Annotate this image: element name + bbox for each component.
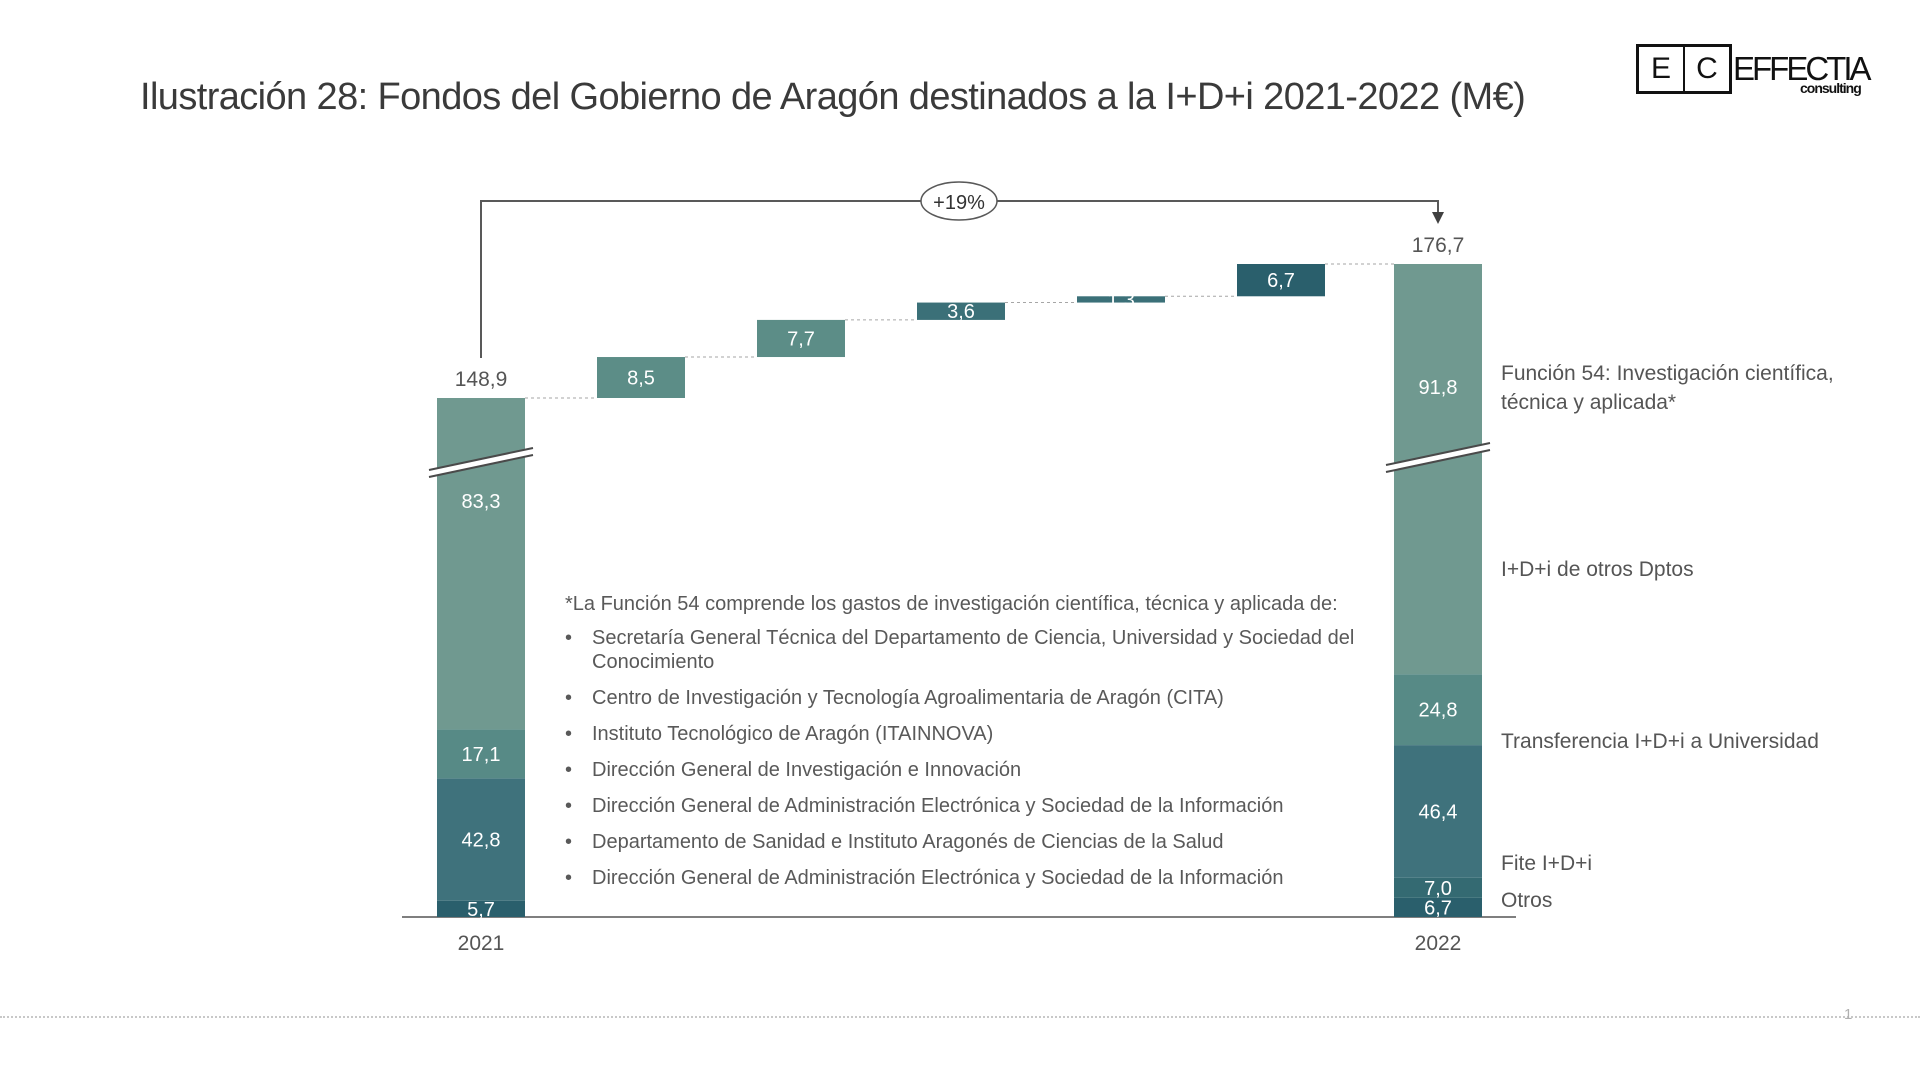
bar-2021-category: 2021 xyxy=(458,932,505,955)
bar-2022-segment-otros_dptos xyxy=(1394,674,1482,746)
bar-2021-segment-otros xyxy=(437,900,525,917)
bar-2022-label-funcion54: 91,8 xyxy=(1419,377,1458,399)
increment-bar xyxy=(757,319,845,358)
bar-2021-break-line-bottom xyxy=(428,454,534,478)
increment-bar xyxy=(597,357,685,398)
logo-subtitle: consulting xyxy=(1800,80,1862,96)
note-item: Centro de Investigación y Tecnología Agr… xyxy=(565,686,1365,710)
note-item: Dirección General de Administración Elec… xyxy=(565,794,1365,818)
legend-label-otros: Otros xyxy=(1501,889,1552,912)
page-title: Ilustración 28: Fondos del Gobierno de A… xyxy=(140,76,1526,118)
note-item: Secretaría General Técnica del Departame… xyxy=(565,626,1365,674)
bar-2022-break-line-top xyxy=(1385,442,1491,466)
increment-bar xyxy=(1077,296,1165,303)
note-item: Dirección General de Investigación e Inn… xyxy=(565,758,1365,782)
bar-2022-label-otros_dptos: 24,8 xyxy=(1419,700,1458,722)
note-list: Secretaría General Técnica del Departame… xyxy=(565,626,1365,890)
bar-2022-segment-otros xyxy=(1394,897,1482,917)
increment-bar xyxy=(917,302,1005,320)
effectia-logo: E C EFFECTIA consulting xyxy=(1636,44,1872,100)
logo-letter-e: E xyxy=(1650,52,1671,85)
legend-label-otros_dptos: I+D+i de otros Dptos xyxy=(1501,558,1694,581)
bar-2021-label-otros_dptos: 17,1 xyxy=(462,744,501,766)
bar-2021-label-funcion54: 83,3 xyxy=(462,491,501,513)
increment-label: 7,7 xyxy=(787,328,815,350)
growth-arrow-head xyxy=(1432,212,1444,224)
funcion-54-note: *La Función 54 comprende los gastos de i… xyxy=(565,592,1365,902)
bar-2022-label-transferencia: 46,4 xyxy=(1419,801,1458,823)
bar-2021-label-otros: 5,7 xyxy=(467,899,495,921)
page-number: 1 xyxy=(1844,1006,1853,1023)
logo-wordmark: EFFECTIA xyxy=(1733,50,1872,87)
growth-badge xyxy=(920,181,998,221)
growth-label: +19% xyxy=(933,192,985,214)
bar-2021-axis-break xyxy=(429,448,533,477)
note-item: Dirección General de Administración Elec… xyxy=(565,866,1365,890)
legend-label-funcion54: técnica y aplicada* xyxy=(1501,391,1676,414)
bar-2022-break-line-bottom xyxy=(1385,449,1491,473)
legend-label-transferencia: Transferencia I+D+i a Universidad xyxy=(1501,730,1819,753)
bar-2022-label-otros: 6,7 xyxy=(1424,897,1452,919)
note-intro: *La Función 54 comprende los gastos de i… xyxy=(565,593,1338,615)
bar-2021-segment-funcion54 xyxy=(437,398,525,730)
increment-bar xyxy=(1237,264,1325,297)
bar-2021-segment-otros_dptos xyxy=(437,729,525,779)
increment-label: 3,6 xyxy=(947,301,975,323)
bar-2021-label-transferencia: 42,8 xyxy=(462,829,501,851)
legend-label-funcion54: Función 54: Investigación científica, xyxy=(1501,362,1834,385)
bar-2022-segment-transferencia xyxy=(1394,745,1482,878)
note-item: Instituto Tecnológico de Aragón (ITAINNO… xyxy=(565,722,1365,746)
bar-2022-category: 2022 xyxy=(1415,932,1462,955)
increment-label: 8,5 xyxy=(627,368,655,390)
bar-2022-axis-break xyxy=(1386,443,1490,472)
bar-2021-total: 148,9 xyxy=(455,368,508,391)
bar-2022-segment-fite xyxy=(1394,877,1482,898)
footer-divider xyxy=(0,1016,1920,1018)
logo-letter-c: C xyxy=(1683,47,1729,91)
note-item: Departamento de Sanidad e Instituto Arag… xyxy=(565,830,1365,854)
increment-label: 6,7 xyxy=(1267,270,1295,292)
bar-2022-total: 176,7 xyxy=(1412,234,1465,257)
increment-label: 1,3 xyxy=(1107,289,1135,311)
logo-box: E C xyxy=(1636,44,1732,94)
bar-2021-break-line-top xyxy=(428,447,534,471)
legend-label-fite: Fite I+D+i xyxy=(1501,852,1592,875)
bar-2022-label-fite: 7,0 xyxy=(1424,878,1452,900)
bar-2022-segment-funcion54 xyxy=(1394,264,1482,675)
bar-2021-segment-transferencia xyxy=(437,778,525,901)
